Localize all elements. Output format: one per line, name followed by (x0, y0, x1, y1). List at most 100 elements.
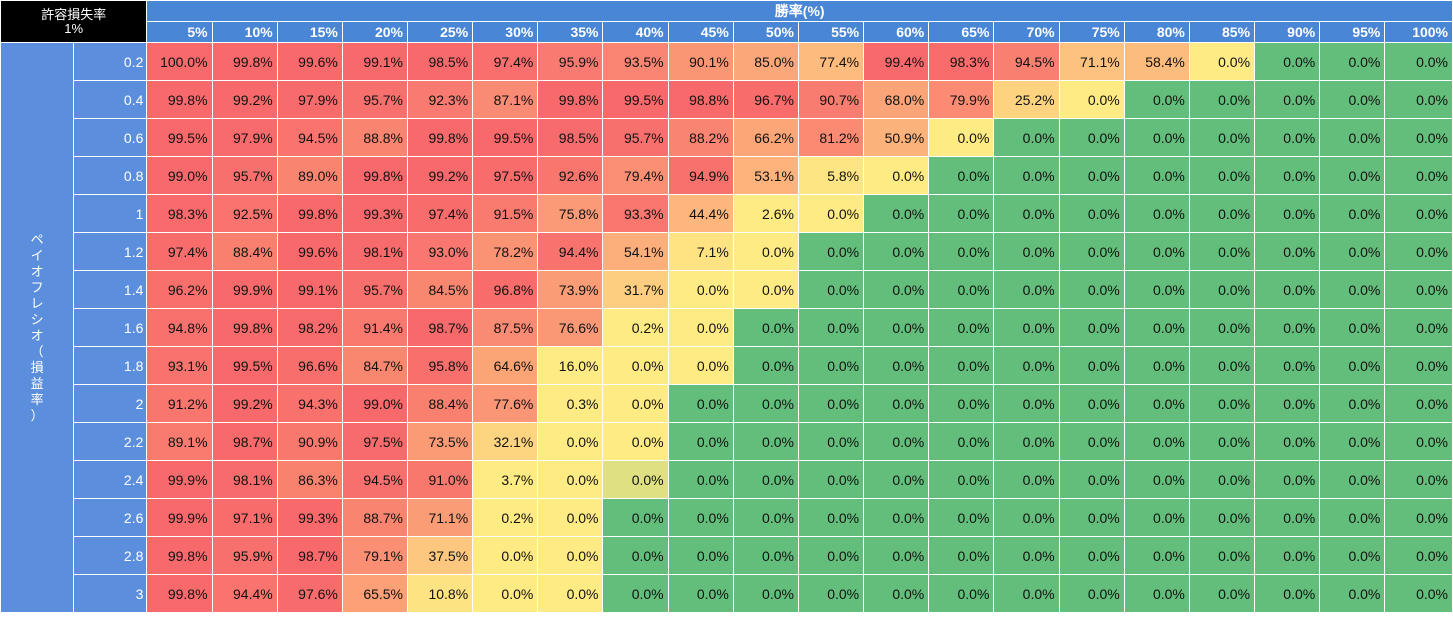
heatmap-cell: 0.0% (797, 384, 865, 423)
heatmap-cell: 99.8% (537, 80, 604, 119)
table-row: 2.6 99.9% 97.1% 99.3% 88.7% 71.1% 0.2% 0.0% 0.0%… (1, 498, 1453, 537)
column-header: 65% (928, 21, 995, 43)
heatmap-cell: 94.3% (276, 384, 343, 423)
heatmap-cell: 0.0% (1254, 270, 1321, 309)
table-row: 0.4 99.8% 99.2% 97.9% 95.7% 92.3% 87.1% 99.8% 99… (1, 80, 1453, 119)
heatmap-cell: 0.0% (993, 270, 1060, 309)
y-axis-label-char: 損 (30, 359, 44, 375)
heatmap-cell: 0.0% (1058, 460, 1125, 499)
heatmap-cell: 73.9% (537, 270, 604, 309)
heatmap-cell: 81.2% (797, 118, 865, 157)
heatmap-cell: 0.0% (1384, 270, 1453, 309)
heatmap-cell: 91.2% (146, 384, 213, 423)
heatmap-cell: 0.0% (863, 460, 930, 499)
table-row: 0.6 99.5% 97.9% 94.5% 88.8% 99.8% 99.5% 98.5% 95… (1, 118, 1453, 157)
heatmap-cell: 99.9% (146, 460, 213, 499)
heatmap-cell: 0.0% (1123, 80, 1190, 119)
heatmap-cell: 0.0% (732, 498, 799, 537)
table-row: 1.6 94.8% 99.8% 98.2% 91.4% 98.7% 87.5% 76.6% 0.… (1, 308, 1453, 347)
heatmap-cell: 89.0% (276, 156, 343, 195)
table-row: 0.8 99.0% 95.7% 89.0% 99.8% 99.2% 97.5% 92.6% 79… (1, 156, 1453, 195)
y-axis-label-char: 益 (30, 375, 44, 391)
heatmap-cell: 99.5% (211, 346, 278, 385)
table-row: 2 91.2% 99.2% 94.3% 99.0% 88.4% 77.6% 0.3% 0.0% 0… (1, 384, 1453, 423)
heatmap-cell: 84.7% (341, 346, 409, 385)
heatmap-cell: 91.0% (407, 460, 474, 499)
heatmap-cell: 98.8% (667, 80, 734, 119)
heatmap-cell: 98.3% (146, 194, 213, 233)
heatmap-cell: 91.4% (341, 308, 409, 347)
heatmap-cell: 0.0% (1319, 156, 1386, 195)
heatmap-cell: 0.0% (1188, 536, 1256, 575)
heatmap-cell: 0.0% (667, 346, 734, 385)
heatmap-cell: 0.0% (797, 270, 865, 309)
heatmap-cell: 0.0% (797, 194, 865, 233)
heatmap-cell: 99.8% (341, 156, 409, 195)
heatmap-cell: 32.1% (472, 422, 539, 461)
heatmap-cell: 99.5% (146, 118, 213, 157)
heatmap-cell: 0.0% (602, 384, 669, 423)
heatmap-cell: 0.0% (993, 346, 1060, 385)
heatmap-cell: 95.9% (211, 536, 278, 575)
heatmap-cell: 90.1% (667, 42, 734, 81)
heatmap-cell: 3.7% (472, 460, 539, 499)
heatmap-cell: 0.0% (1188, 574, 1256, 613)
column-header: 95% (1319, 21, 1386, 43)
table-row: 3 99.8% 94.4% 97.6% 65.5% 10.8% 0.0% 0.0% 0.0% 0.… (1, 574, 1453, 613)
y-axis-label-char: 率 (30, 391, 44, 407)
heatmap-cell: 0.0% (1188, 422, 1256, 461)
heatmap-cell: 97.9% (211, 118, 278, 157)
row-header: 0.4 (73, 80, 148, 119)
heatmap-cell: 97.4% (407, 194, 474, 233)
heatmap-cell: 79.9% (928, 80, 995, 119)
row-header: 2.2 (73, 422, 148, 461)
heatmap-cell: 99.8% (211, 42, 278, 81)
heatmap-cell: 0.0% (993, 308, 1060, 347)
heatmap-cell: 0.2% (472, 498, 539, 537)
heatmap-cell: 0.0% (1123, 346, 1190, 385)
row-header: 1.6 (73, 308, 148, 347)
heatmap-cell: 0.0% (602, 498, 669, 537)
heatmap-cell: 0.0% (1123, 270, 1190, 309)
heatmap-cell: 0.0% (1123, 574, 1190, 613)
heatmap-cell: 0.0% (1188, 460, 1256, 499)
column-header: 40% (602, 21, 669, 43)
heatmap-cell: 91.5% (472, 194, 539, 233)
heatmap-cell: 0.0% (732, 232, 799, 271)
heatmap-cell: 86.3% (276, 460, 343, 499)
heatmap-cell: 0.0% (667, 536, 734, 575)
y-axis-label-char: ペ (30, 231, 44, 247)
heatmap-cell: 0.0% (1188, 498, 1256, 537)
heatmap-cell: 66.2% (732, 118, 799, 157)
heatmap-cell: 93.1% (146, 346, 213, 385)
y-axis-label-char: （ (30, 343, 44, 359)
heatmap-cell: 58.4% (1123, 42, 1190, 81)
heatmap-cell: 95.7% (602, 118, 669, 157)
heatmap-cell: 0.0% (732, 270, 799, 309)
heatmap-cell: 99.8% (407, 118, 474, 157)
column-header: 5% (146, 21, 213, 43)
heatmap-cell: 94.5% (276, 118, 343, 157)
column-header: 100% (1384, 21, 1453, 43)
heatmap-cell: 96.7% (732, 80, 799, 119)
heatmap-cell: 0.0% (1319, 80, 1386, 119)
heatmap-cell: 88.4% (407, 384, 474, 423)
heatmap-cell: 87.1% (472, 80, 539, 119)
heatmap-cell: 99.6% (276, 42, 343, 81)
column-header: 30% (472, 21, 539, 43)
heatmap-cell: 87.5% (472, 308, 539, 347)
heatmap-cell: 0.0% (1384, 232, 1453, 271)
heatmap-cell: 0.0% (537, 460, 604, 499)
heatmap-cell: 0.0% (1188, 118, 1256, 157)
row-header: 2 (73, 384, 148, 423)
heatmap-cell: 0.0% (1123, 118, 1190, 157)
heatmap-cell: 94.9% (667, 156, 734, 195)
heatmap-cell: 77.4% (797, 42, 865, 81)
heatmap-cell: 0.0% (1319, 574, 1386, 613)
heatmap-cell: 96.8% (472, 270, 539, 309)
heatmap-cell: 0.0% (1123, 232, 1190, 271)
table-row: 2.4 99.9% 98.1% 86.3% 94.5% 91.0% 3.7% 0.0% 0.0%… (1, 460, 1453, 499)
heatmap-cell: 0.0% (928, 270, 995, 309)
heatmap-cell: 0.0% (797, 308, 865, 347)
heatmap-cell: 0.0% (1123, 536, 1190, 575)
